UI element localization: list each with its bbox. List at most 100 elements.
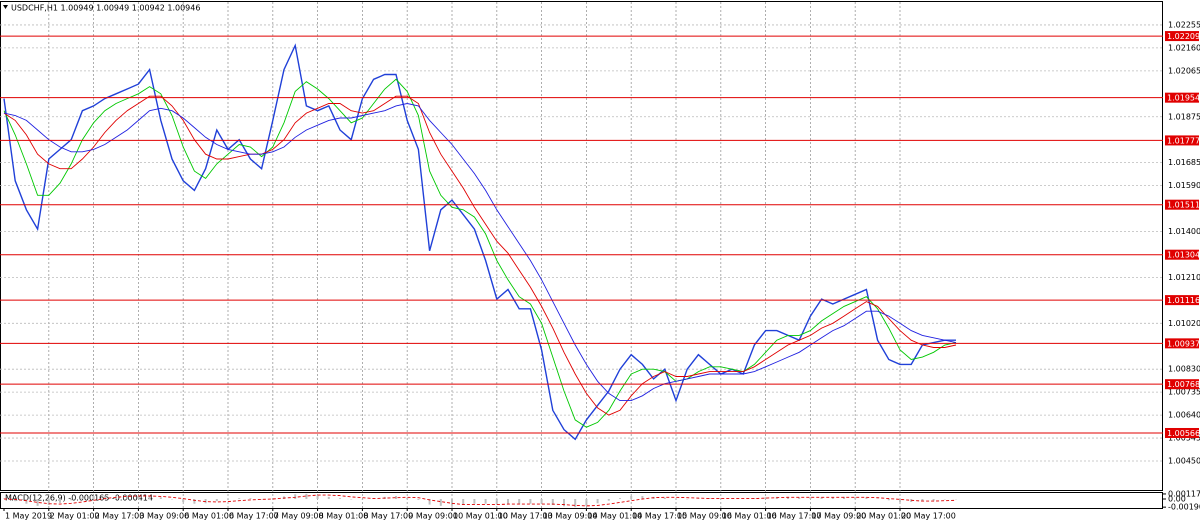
x-tick-label: 2 May 17:00 [95, 512, 145, 521]
price-line [3, 43, 956, 441]
macd-bar [787, 496, 789, 499]
macd-bar [81, 497, 84, 499]
macd-bar [641, 496, 644, 499]
macd-bar [719, 498, 722, 499]
macd-bar [563, 499, 565, 507]
macd-bar [70, 499, 73, 501]
level-badge [1165, 338, 1199, 349]
macd-bar [551, 499, 554, 505]
macd-bar [887, 499, 890, 501]
level-badge [1165, 379, 1199, 390]
macd-bar [764, 497, 767, 499]
level-label: 1.00566 [1167, 429, 1200, 438]
level-label: 1.02209 [1167, 32, 1200, 41]
macd-bar [92, 496, 95, 499]
macd-bar [630, 496, 633, 499]
macd-bar [439, 499, 442, 506]
y-tick-label: 1.00450 [1168, 457, 1200, 466]
x-tick-label: 13 May 09:00 [543, 512, 598, 521]
level-label: 1.01116 [1167, 296, 1200, 305]
macd-bar [809, 497, 812, 499]
macd-bar [495, 499, 498, 505]
macd-bar [47, 499, 50, 505]
y-tick-label: 1.01020 [1168, 319, 1200, 328]
macd-bar [126, 495, 129, 499]
price-pane-frame [0, 1, 1163, 491]
symbol-header: USDCHF,H1 1.00949 1.00949 1.00942 1.0094… [11, 4, 200, 13]
level-badge [1165, 92, 1199, 103]
x-tick-label: 6 May 01:00 [184, 512, 234, 521]
level-badge [1165, 199, 1199, 210]
x-tick-label: 20 May 17:00 [901, 512, 956, 521]
macd-bar [831, 497, 834, 499]
x-tick-label: 1 May 2019 [5, 512, 52, 521]
macd-pane-frame [0, 492, 1163, 509]
macd-bar [854, 497, 857, 499]
y-tick-label: 1.00640 [1168, 411, 1200, 420]
macd-bar [753, 498, 756, 499]
macd-bar [59, 499, 61, 503]
y-tick-label: 1.01210 [1168, 273, 1200, 282]
level-label: 1.01954 [1167, 94, 1200, 103]
level-badge [1165, 135, 1199, 146]
y-tick-label: 1.02065 [1168, 66, 1200, 75]
macd-bar [820, 497, 823, 499]
x-tick-label: 16 May 17:00 [767, 512, 822, 521]
macd-bar [182, 499, 185, 502]
macd-bar [484, 499, 487, 504]
macd-bar [327, 496, 330, 499]
macd-bar [585, 499, 588, 506]
y-tick-label: 1.01590 [1168, 181, 1200, 190]
macd-bar [607, 499, 610, 501]
y-tick-label: 1.00735 [1168, 388, 1200, 397]
macd-bar [574, 499, 577, 508]
macd-bar [395, 496, 397, 499]
macd-bar [596, 499, 599, 504]
macd-bar [417, 499, 420, 500]
y-tick-label: 1.01400 [1168, 227, 1200, 236]
macd-bar [473, 499, 476, 504]
x-tick-label: 10 May 17:00 [498, 512, 553, 521]
level-label: 1.01511 [1167, 201, 1200, 210]
macd-bar [159, 497, 162, 499]
macd-bar [204, 499, 207, 504]
macd-bar [462, 499, 465, 505]
level-label: 1.01304 [1167, 251, 1200, 260]
x-tick-label: 14 May 17:00 [632, 512, 687, 521]
y-tick-label: 1.01875 [1168, 112, 1200, 121]
y-tick-label: 0.001179 [1168, 489, 1200, 498]
macd-bar [932, 499, 935, 501]
level-label: 1.00768 [1167, 380, 1200, 389]
x-tick-label: 10 May 01:00 [453, 512, 508, 521]
level-badge [1165, 249, 1199, 260]
x-tick-label: 16 May 01:00 [722, 512, 777, 521]
y-tick-label: -0.001902 [1168, 503, 1200, 512]
y-tick-label: 1.02255 [1168, 20, 1200, 29]
macd-bar [36, 499, 39, 506]
y-tick-label: 1.02160 [1168, 43, 1200, 52]
macd-bar [14, 499, 17, 502]
macd-bar [305, 493, 308, 499]
level-badge [1165, 427, 1199, 438]
macd-bar [316, 495, 319, 499]
macd-bar [708, 498, 711, 499]
macd-bar [294, 494, 297, 499]
y-tick-label: 1.00830 [1168, 365, 1200, 374]
macd-bar [215, 499, 218, 502]
macd-bar [529, 499, 532, 504]
x-tick-label: 8 May 01:00 [319, 512, 369, 521]
x-tick-label: 8 May 17:00 [363, 512, 413, 521]
macd-bar [406, 497, 409, 499]
collapse-arrow [3, 5, 8, 9]
x-tick-label: 3 May 09:00 [139, 512, 189, 521]
macd-bar [428, 499, 431, 505]
macd-bar [249, 498, 252, 499]
x-tick-label: 14 May 01:00 [587, 512, 642, 521]
macd-bar [921, 499, 924, 502]
y-tick-label: 0.00 [1168, 495, 1186, 504]
x-tick-label: 20 May 01:00 [856, 512, 911, 521]
x-tick-label: 7 May 09:00 [274, 512, 324, 521]
macd-bar [865, 497, 868, 499]
macd-bar [843, 496, 845, 499]
